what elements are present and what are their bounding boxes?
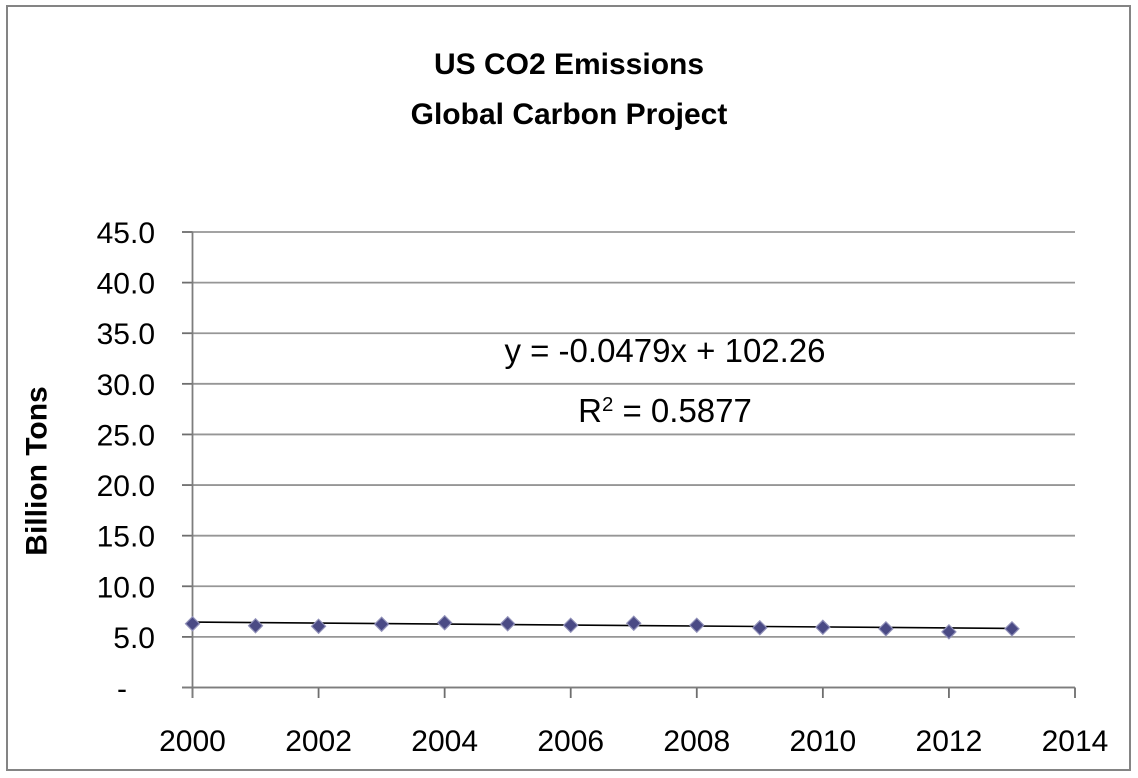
data-point-marker <box>1004 620 1020 637</box>
trendline-equation: y = -0.0479x + 102.26 <box>504 332 826 369</box>
chart-title: US CO2 Emissions Global Carbon Project <box>0 40 1138 140</box>
data-point-marker <box>941 623 957 640</box>
r2-value: = 0.5877 <box>613 392 752 429</box>
x-tick-label: 2004 <box>411 725 478 758</box>
trendline-r-squared: R2 = 0.5877 <box>415 391 915 436</box>
data-point-marker <box>310 618 327 635</box>
trendline <box>192 621 1012 630</box>
data-point-marker <box>184 615 201 632</box>
y-tick-label: 15.0 <box>97 521 155 554</box>
y-tick-label: 30.0 <box>97 369 155 402</box>
data-point-marker <box>751 619 768 636</box>
y-tick-label: 45.0 <box>97 217 155 250</box>
y-tick-label: 20.0 <box>97 470 155 503</box>
data-point-marker <box>436 614 453 631</box>
chart-title-line2: Global Carbon Project <box>410 98 728 131</box>
data-point-marker <box>499 615 516 632</box>
y-tick-label: 5.0 <box>113 622 155 655</box>
x-tick-label: 2006 <box>537 725 604 758</box>
x-tick-label: 2014 <box>1042 725 1109 758</box>
data-point-marker <box>625 615 642 632</box>
y-tick-label: - <box>117 673 127 706</box>
data-point-marker <box>878 620 894 637</box>
r2-exponent: 2 <box>601 392 614 416</box>
x-tick-label: 2010 <box>789 725 856 758</box>
data-point-marker <box>688 617 705 634</box>
data-point-marker <box>562 617 579 634</box>
trendline-annotation: y = -0.0479x + 102.26 R2 = 0.5877 <box>415 331 915 436</box>
y-tick-label: 35.0 <box>97 318 155 351</box>
chart-title-line1: US CO2 Emissions <box>433 48 705 81</box>
y-tick-label: 25.0 <box>97 419 155 452</box>
r2-base: R <box>578 392 602 429</box>
y-tick-label: 40.0 <box>97 268 155 301</box>
x-tick-label: 2002 <box>285 725 352 758</box>
data-point-marker <box>815 619 831 636</box>
x-tick-label: 2008 <box>663 725 730 758</box>
data-point-marker <box>247 617 264 634</box>
x-tick-label: 2000 <box>159 725 226 758</box>
y-tick-label: 10.0 <box>97 571 155 604</box>
x-tick-label: 2012 <box>916 725 983 758</box>
data-point-marker <box>373 616 390 633</box>
